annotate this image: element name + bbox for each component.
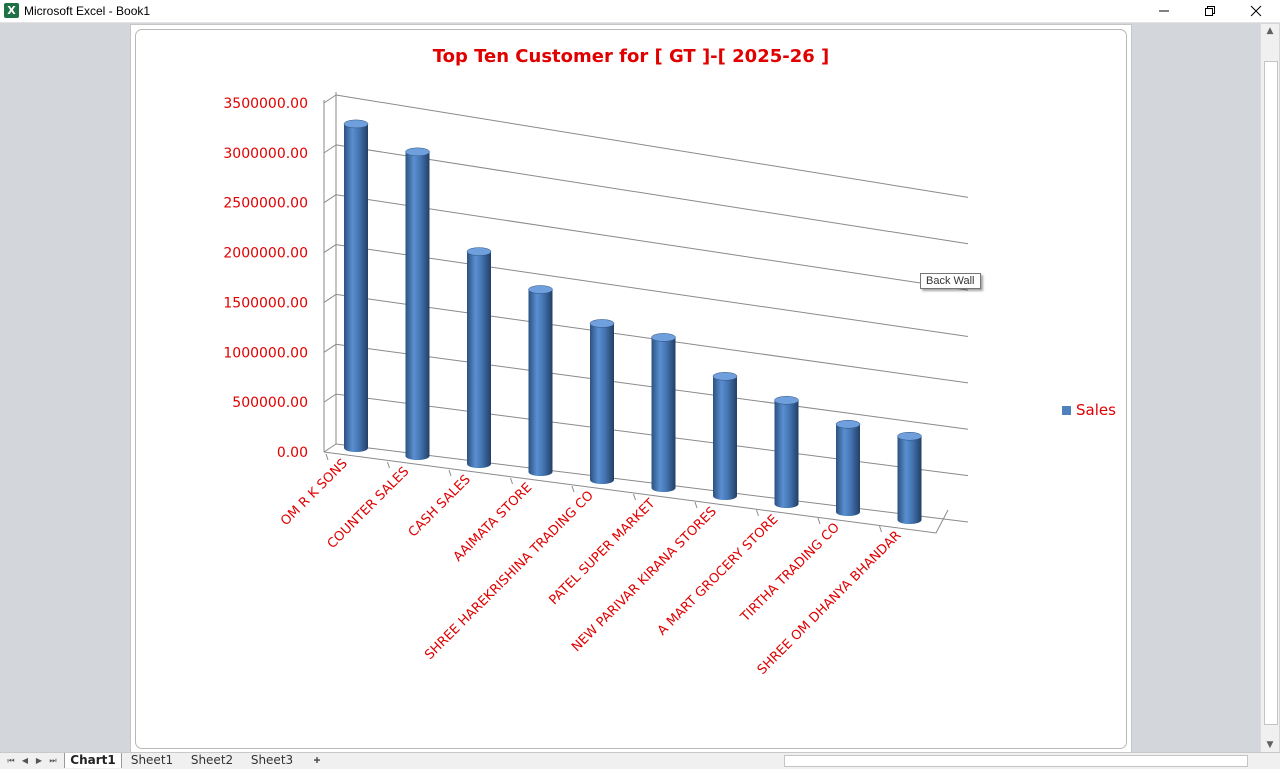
scroll-up-icon[interactable]: ▲ — [1266, 26, 1274, 36]
close-button[interactable] — [1233, 0, 1279, 22]
chart-title[interactable]: Top Ten Customer for [ GT ]-[ 2025-26 ] — [432, 46, 830, 67]
y-tick-label: 1500000.00 — [223, 295, 308, 311]
legend-label: Sales — [1076, 401, 1116, 419]
sheet-tab-bar: ⏮ ◀ ▶ ⏭ Chart1 Sheet1 Sheet2 Sheet3 ✚ — [0, 752, 1280, 769]
bar-top — [651, 333, 676, 342]
last-sheet-icon[interactable]: ⏭ — [49, 756, 57, 765]
side-gridline — [323, 144, 337, 154]
bar-top — [712, 372, 738, 381]
x-tick-label: NEW PARIVAR KIRANA STORES — [569, 504, 720, 655]
side-gridline — [323, 194, 337, 204]
x-tick — [817, 517, 821, 525]
bar — [528, 289, 553, 476]
x-tick — [387, 461, 390, 469]
x-tick — [756, 509, 759, 517]
bar-top — [405, 147, 430, 157]
excel-app-icon: X — [4, 3, 19, 18]
x-tick — [694, 501, 698, 509]
bar — [467, 251, 491, 468]
x-tick — [633, 493, 636, 501]
tab-chart1[interactable]: Chart1 — [64, 753, 122, 768]
bar — [774, 400, 799, 508]
close-icon — [1250, 5, 1262, 17]
x-tick — [448, 469, 452, 477]
back-gridline — [335, 144, 969, 245]
vertical-scrollbar[interactable]: ▲ ▼ — [1260, 24, 1279, 752]
next-sheet-icon[interactable]: ▶ — [35, 756, 43, 765]
prev-sheet-icon[interactable]: ◀ — [21, 756, 29, 765]
side-gridline — [323, 244, 337, 253]
bar — [897, 436, 922, 524]
bar — [344, 123, 368, 452]
x-tick-label: OM R K SONS — [278, 456, 351, 529]
back-gridline — [335, 244, 969, 338]
bar-top — [589, 319, 615, 328]
x-tick — [325, 453, 329, 461]
legend-swatch — [1062, 405, 1071, 415]
y-tick-label: 1000000.00 — [223, 345, 308, 361]
tab-sheet2[interactable]: Sheet2 — [190, 753, 234, 767]
x-tick-label: CASH SALES — [406, 472, 474, 540]
side-gridline — [323, 294, 337, 303]
title-bar: X Microsoft Excel - Book1 — [0, 0, 1280, 23]
x-tick — [879, 525, 882, 533]
vertical-scroll-thumb[interactable] — [1264, 61, 1278, 725]
bar — [836, 424, 860, 516]
minimize-button[interactable] — [1141, 0, 1187, 22]
minimize-icon — [1159, 10, 1169, 12]
y-tick-label: 3500000.00 — [223, 96, 308, 112]
y-tick-label: 0.00 — [277, 445, 308, 461]
y-tick-label: 500000.00 — [232, 395, 308, 411]
side-gridline — [323, 94, 337, 104]
insert-sheet-icon[interactable]: ✚ — [313, 756, 321, 765]
chart-sheet[interactable]: 0.00 500000.00 1000000.00 1500000.00 2000000… — [130, 24, 1132, 754]
bar-top — [528, 285, 553, 294]
x-tick-label: SHREE OM DHANYA BHANDAR — [755, 528, 905, 678]
bar-top — [897, 431, 922, 441]
side-gridline — [323, 443, 337, 453]
side-gridline — [323, 393, 337, 403]
bar-top — [466, 247, 492, 256]
window-title: Microsoft Excel - Book1 — [24, 4, 151, 18]
back-wall-tooltip: Back Wall — [920, 273, 981, 289]
back-gridline — [335, 94, 969, 198]
bar — [651, 337, 676, 492]
x-tick — [510, 477, 513, 485]
y-tick-label: 3000000.00 — [223, 146, 308, 162]
tab-sheet3[interactable]: Sheet3 — [250, 753, 294, 767]
bar — [590, 323, 614, 484]
bar-top — [835, 420, 861, 429]
bar — [405, 151, 430, 460]
bar — [713, 376, 737, 500]
tab-sheet1[interactable]: Sheet1 — [130, 753, 174, 767]
restore-icon — [1205, 6, 1215, 16]
chart-legend[interactable]: Sales — [1062, 401, 1116, 419]
y-tick-label: 2500000.00 — [223, 196, 308, 212]
scroll-down-icon[interactable]: ▼ — [1266, 740, 1274, 750]
x-tick — [571, 485, 575, 493]
bar-top — [343, 119, 369, 129]
horizontal-scroll-thumb[interactable] — [784, 755, 1248, 767]
side-gridline — [323, 343, 337, 353]
restore-button[interactable] — [1187, 0, 1233, 22]
floor-edge — [323, 451, 949, 534]
first-sheet-icon[interactable]: ⏮ — [7, 756, 15, 765]
chart-area[interactable]: 0.00 500000.00 1000000.00 1500000.00 2000000… — [135, 29, 1127, 749]
back-gridline — [335, 194, 969, 291]
x-tick-label: A MART GROCERY STORE — [655, 512, 781, 638]
horizontal-scrollbar[interactable] — [770, 754, 1260, 767]
bar-top — [774, 396, 799, 405]
y-tick-label: 2000000.00 — [223, 246, 308, 262]
chart-plot[interactable]: 0.00 500000.00 1000000.00 1500000.00 2000000… — [136, 30, 1126, 748]
